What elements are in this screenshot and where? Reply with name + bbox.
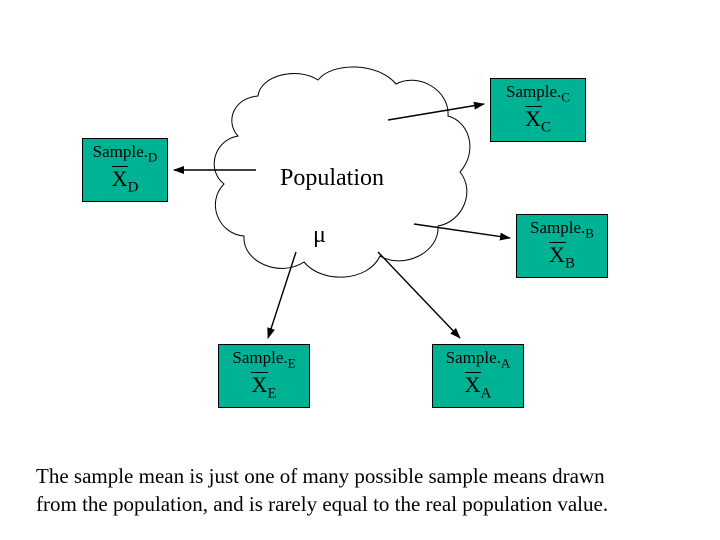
caption-text: The sample mean is just one of many poss… [36, 462, 608, 519]
sample-title-a: Sample.A [433, 349, 523, 371]
sample-box-d: Sample.D XD [82, 138, 168, 202]
diagram-svg [0, 0, 720, 540]
sample-title-e: Sample.E [219, 349, 309, 371]
sample-title-c: Sample.C [491, 83, 585, 105]
arrow-to-sample-a [378, 252, 460, 338]
sample-title-d: Sample.D [83, 143, 167, 165]
sample-box-e: Sample.E XE [218, 344, 310, 408]
xbar-a: XA [465, 371, 492, 404]
sample-box-b: Sample.B XB [516, 214, 608, 278]
sample-box-c: Sample.C XC [490, 78, 586, 142]
sample-box-a: Sample.A XA [432, 344, 524, 408]
sample-title-b: Sample.B [517, 219, 607, 241]
population-label: Population [280, 165, 384, 192]
xbar-b: XB [549, 241, 575, 274]
mu-label: μ [313, 222, 326, 249]
xbar-e: XE [251, 371, 276, 404]
xbar-c: XC [525, 105, 551, 138]
diagram-canvas: Population μ Sample.C XC Sample.D XD Sam… [0, 0, 720, 540]
xbar-d: XD [112, 165, 139, 198]
